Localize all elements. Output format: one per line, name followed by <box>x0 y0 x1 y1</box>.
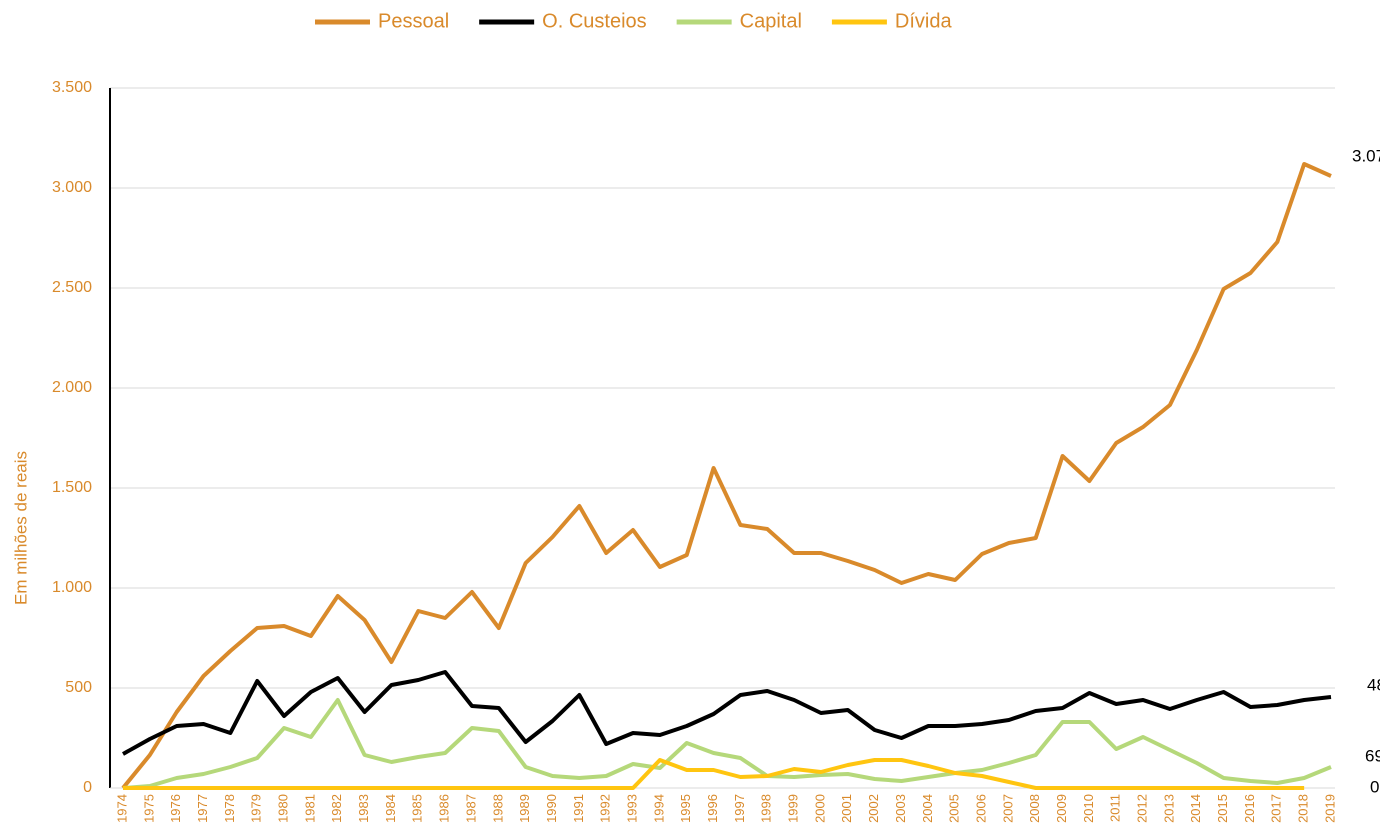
x-tick-label: 1981 <box>302 794 317 823</box>
y-axis-title: Em milhões de reais <box>11 451 30 605</box>
x-tick-label: 2006 <box>973 794 988 823</box>
x-tick-label: 2014 <box>1188 794 1203 823</box>
x-tick-label: 1980 <box>276 794 291 823</box>
x-tick-label: 1985 <box>410 794 425 823</box>
x-tick-label: 2016 <box>1242 794 1257 823</box>
series-line <box>123 758 1305 790</box>
y-tick-label: 1.500 <box>52 479 92 496</box>
x-tick-label: 1976 <box>168 794 183 823</box>
x-tick-label: 1992 <box>598 794 613 823</box>
legend-label: O. Custeios <box>542 10 646 32</box>
x-tick-label: 1996 <box>705 794 720 823</box>
annotation: 487 <box>1367 675 1380 694</box>
y-tick-label: 3.000 <box>52 179 92 196</box>
series-line <box>122 698 1332 790</box>
y-tick-label: 0 <box>83 779 92 796</box>
annotation: 69 <box>1365 746 1380 765</box>
x-tick-label: 2011 <box>1108 794 1123 822</box>
x-tick-label: 1994 <box>651 794 666 823</box>
series-line <box>121 162 1332 790</box>
legend-label: Dívida <box>895 10 953 32</box>
y-tick-label: 500 <box>65 679 92 696</box>
x-tick-label: 1993 <box>624 794 639 823</box>
x-tick-label: 1984 <box>383 794 398 823</box>
x-tick-label: 1999 <box>786 794 801 823</box>
x-tick-label: 1975 <box>141 794 156 823</box>
x-tick-label: 2002 <box>866 794 881 823</box>
x-tick-label: 1977 <box>195 794 210 823</box>
x-tick-label: 1987 <box>463 794 478 823</box>
x-tick-label: 2019 <box>1322 794 1337 823</box>
x-tick-label: 2008 <box>1027 794 1042 823</box>
x-tick-label: 2009 <box>1054 794 1069 823</box>
x-tick-label: 1998 <box>759 794 774 823</box>
x-tick-label: 1997 <box>732 794 747 823</box>
x-tick-label: 2013 <box>1161 794 1176 823</box>
y-tick-label: 2.000 <box>52 379 92 396</box>
x-tick-label: 1995 <box>678 794 693 823</box>
x-tick-label: 2001 <box>839 794 854 823</box>
legend-label: Capital <box>740 10 802 32</box>
x-tick-label: 2010 <box>1081 794 1096 823</box>
x-tick-label: 1986 <box>437 794 452 823</box>
x-tick-label: 1983 <box>356 794 371 823</box>
annotation: 0 <box>1370 777 1379 796</box>
x-tick-label: 2015 <box>1215 794 1230 823</box>
x-tick-label: 2017 <box>1269 794 1284 823</box>
y-tick-label: 3.500 <box>52 79 92 96</box>
x-tick-label: 2004 <box>920 794 935 823</box>
x-tick-label: 1978 <box>222 794 237 823</box>
annotation: 3.076 <box>1352 146 1380 165</box>
x-tick-label: 1990 <box>544 794 559 823</box>
y-tick-label: 2.500 <box>52 279 92 296</box>
x-tick-label: 2012 <box>1135 794 1150 823</box>
x-tick-label: 2003 <box>893 794 908 823</box>
x-tick-label: 2018 <box>1296 794 1311 823</box>
legend-label: Pessoal <box>378 10 449 32</box>
x-tick-label: 2000 <box>812 794 827 823</box>
x-tick-label: 1974 <box>114 794 129 823</box>
x-tick-label: 2005 <box>947 794 962 823</box>
x-tick-label: 1979 <box>249 794 264 823</box>
x-tick-label: 1982 <box>329 794 344 823</box>
series-line <box>122 670 1332 756</box>
x-tick-label: 2007 <box>1000 794 1015 823</box>
x-tick-label: 1991 <box>571 794 586 823</box>
y-tick-label: 1.000 <box>52 579 92 596</box>
x-tick-label: 1988 <box>490 794 505 823</box>
x-tick-label: 1989 <box>517 794 532 823</box>
